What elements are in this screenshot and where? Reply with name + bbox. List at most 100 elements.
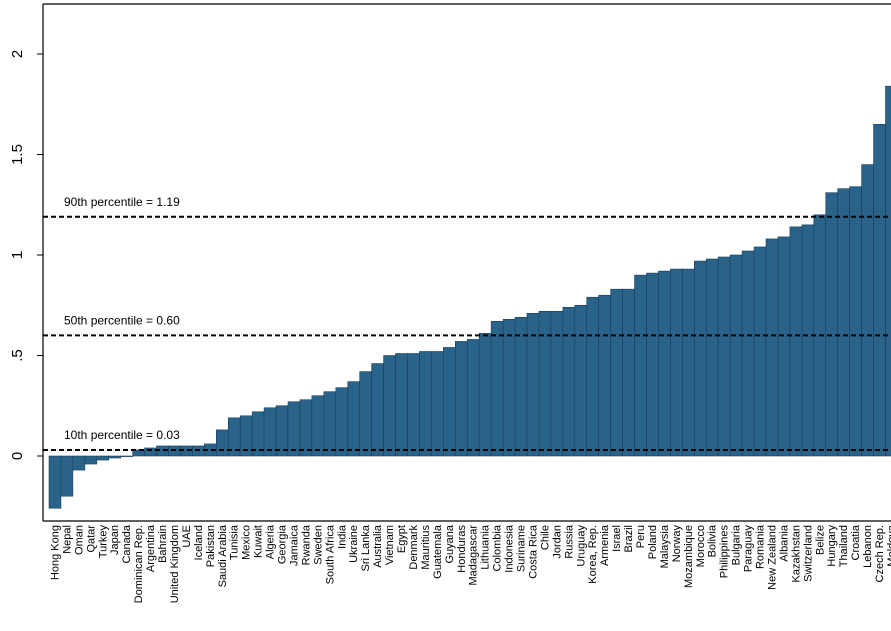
x-tick-label: Kuwait [253, 525, 265, 558]
x-tick-label: Armenia [599, 524, 611, 566]
bars-group [48, 85, 891, 509]
x-tick-label: Oman [73, 525, 85, 555]
bar [801, 224, 815, 457]
bar [861, 164, 874, 457]
y-tick-label: .5 [9, 349, 26, 362]
bar [72, 455, 86, 471]
bar [610, 288, 623, 457]
bar [562, 306, 576, 457]
x-tick-label: Iceland [193, 525, 205, 560]
x-tick-label: Colombia [492, 524, 504, 571]
bar [60, 455, 74, 497]
x-tick-label: South Africa [324, 524, 336, 584]
x-tick-label: Peru [635, 525, 647, 548]
bar [849, 186, 862, 457]
y-tick-label: 0 [9, 452, 26, 460]
bar [347, 381, 360, 457]
x-tick-label: Malaysia [659, 524, 671, 568]
bar [192, 445, 205, 457]
x-tick-label: UAE [181, 525, 193, 548]
bar [478, 333, 492, 457]
x-tick-label: Vietnam [384, 525, 396, 565]
x-tick-label: Guyana [444, 524, 456, 563]
x-tick-label: Russia [563, 524, 575, 559]
bar [359, 371, 372, 457]
x-tick-label: Philippines [719, 525, 731, 579]
x-tick-label: United Kingdom [169, 525, 181, 603]
x-tick-label: Turkey [97, 525, 109, 559]
bar [717, 256, 731, 457]
bar [419, 351, 432, 457]
x-tick-label: Moldova [886, 524, 891, 566]
bar [431, 351, 444, 457]
x-tick-label: Romania [755, 524, 767, 569]
percentile-label: 50th percentile = 0.60 [64, 313, 180, 327]
x-tick-label: Pakistan [205, 525, 217, 567]
x-tick-label: Poland [647, 525, 659, 559]
x-tick-label: Jamaica [288, 524, 300, 566]
x-tick-label: Qatar [85, 525, 97, 553]
bar [550, 310, 564, 457]
x-tick-label: Mauritius [420, 525, 432, 570]
bar [156, 445, 169, 457]
bar [490, 321, 504, 457]
x-tick-label: Algeria [265, 524, 277, 559]
bar [765, 238, 779, 457]
x-tick-label: Belize [814, 525, 826, 555]
bar [622, 288, 635, 457]
x-tick-label: Honduras [456, 525, 468, 573]
x-tick-label: Chile [539, 525, 551, 550]
x-tick-label: New Zealand [766, 525, 778, 590]
bar [180, 445, 193, 457]
x-tick-label: Argentina [145, 524, 157, 572]
x-tick-label: Korea, Rep. [587, 525, 599, 584]
x-tick-label: Lithuania [480, 524, 492, 570]
x-tick-label: Rwanda [300, 524, 312, 565]
x-tick-label: Thailand [838, 525, 850, 567]
bar [682, 268, 695, 457]
x-tick-label: Denmark [408, 525, 420, 570]
x-tick-label: Georgia [277, 524, 289, 564]
bar [96, 455, 110, 461]
x-tick-label: Bulgaria [731, 524, 743, 565]
x-tick-label: Saudi Arabia [217, 524, 229, 587]
bar [538, 310, 552, 457]
bar [753, 246, 767, 457]
bar [299, 399, 313, 457]
bar [287, 401, 301, 457]
x-tick-label: Canada [121, 524, 133, 563]
bar [574, 304, 588, 457]
y-tick-label: 1.5 [9, 144, 26, 165]
x-tick-label: Indonesia [504, 524, 516, 573]
bar [646, 272, 659, 457]
x-tick-label: Dominican Rep. [133, 525, 145, 603]
x-tick-label: Croatia [850, 524, 862, 560]
bar [108, 455, 121, 459]
percentile-label: 10th percentile = 0.03 [64, 428, 180, 442]
x-tick-label: Guatemala [432, 524, 444, 579]
bar [825, 192, 838, 457]
x-tick-label: Czech Rep. [874, 525, 886, 582]
bar [168, 445, 181, 457]
y-axis: 0 .5 1 1.5 2 [9, 50, 43, 460]
bar [335, 387, 349, 457]
x-tick-label: Uruguay [575, 525, 587, 567]
bar [634, 274, 647, 457]
bar [371, 363, 384, 457]
x-tick-label: Mexico [241, 525, 253, 560]
x-tick-label: Nepal [61, 525, 73, 554]
x-tick-label: Australia [372, 524, 384, 568]
bar [263, 407, 277, 457]
x-tick-label: Sri Lanka [360, 524, 372, 571]
x-tick-label: Jordan [551, 525, 563, 559]
bar [466, 339, 480, 457]
x-tick-label: Costa Rica [527, 524, 539, 579]
bar [407, 353, 420, 457]
bar [395, 353, 408, 457]
bar [275, 405, 289, 457]
x-tick-label: Kazakhstan [790, 525, 802, 582]
x-tick-label: Albania [778, 524, 790, 562]
bar [873, 124, 886, 457]
reference-lines-group: 90th percentile = 1.19 50th percentile = … [43, 195, 891, 451]
